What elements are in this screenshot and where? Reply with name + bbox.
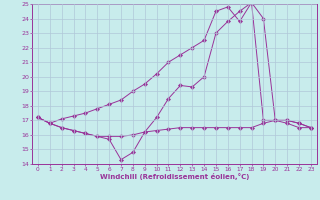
X-axis label: Windchill (Refroidissement éolien,°C): Windchill (Refroidissement éolien,°C) bbox=[100, 173, 249, 180]
